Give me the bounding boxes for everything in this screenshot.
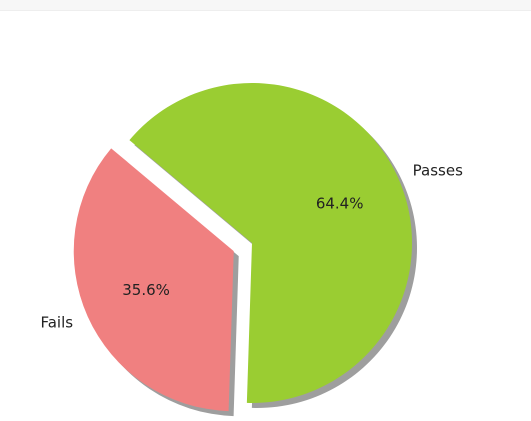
label-layer: Fails 35.6% Passes 64.4% bbox=[40, 162, 463, 332]
slice-percent-passes: 64.4% bbox=[316, 194, 364, 212]
slice-layer bbox=[73, 83, 412, 412]
notebook-top-strip bbox=[0, 0, 531, 11]
slice-label-fails: Fails bbox=[40, 313, 73, 331]
slice-passes bbox=[129, 83, 412, 404]
slice-fails bbox=[73, 148, 234, 412]
slice-label-passes: Passes bbox=[413, 162, 463, 180]
slice-percent-fails: 35.6% bbox=[122, 281, 170, 299]
